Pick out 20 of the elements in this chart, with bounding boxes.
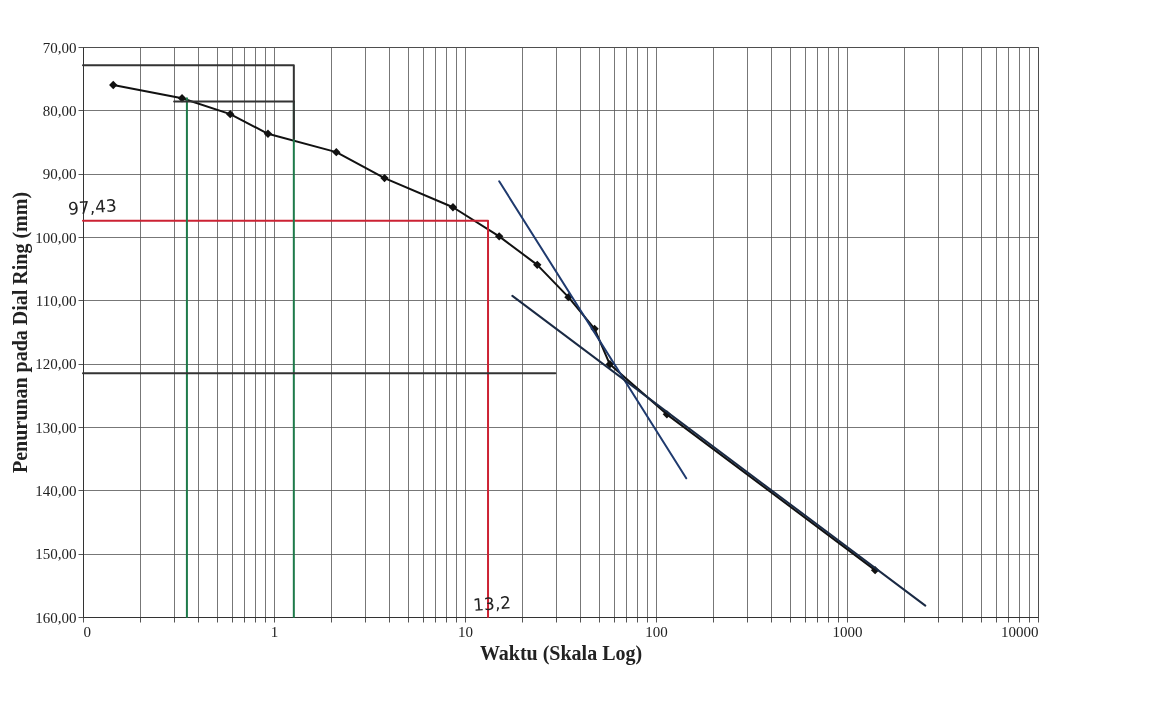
x-tick-label: 100: [645, 623, 668, 640]
x-tick-label: 0: [83, 623, 91, 640]
x-tick-label: 1: [270, 623, 279, 640]
annotation: 13,2: [472, 592, 512, 615]
y-tick-label: 150,00: [35, 546, 77, 563]
x-axis-title: Waktu (Skala Log): [479, 641, 643, 665]
annotation: 97,43: [67, 195, 118, 219]
y-tick-label: 90,00: [42, 166, 77, 183]
y-tick-label: 120,00: [35, 356, 77, 373]
y-tick-label: 80,00: [42, 102, 77, 119]
y-tick-label: 100,00: [35, 229, 77, 246]
x-tick-label: 10000: [1001, 623, 1039, 640]
y-tick-label: 160,00: [35, 609, 77, 626]
x-tick-label: 1000: [832, 623, 863, 640]
y-tick-label: 130,00: [35, 419, 77, 436]
y-tick-label: 70,00: [42, 39, 77, 56]
y-tick-label: 110,00: [35, 292, 77, 309]
y-tick-label: 140,00: [35, 482, 77, 499]
x-tick-label: 10: [458, 623, 473, 640]
y-axis-title: Penurunan pada Dial Ring (mm): [9, 191, 33, 474]
